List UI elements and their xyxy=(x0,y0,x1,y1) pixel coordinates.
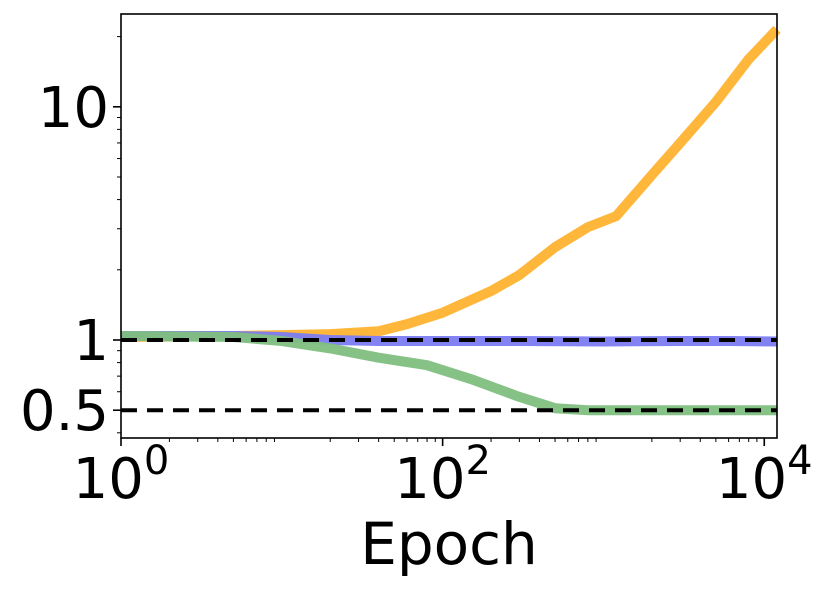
plot-frame xyxy=(120,13,778,439)
series-line-3 xyxy=(120,331,777,416)
series-line-1 xyxy=(120,25,781,342)
y-tick-label: 10 xyxy=(38,76,109,141)
y-axis: 0.51 10 xyxy=(20,36,121,444)
series-layer xyxy=(120,25,781,416)
x-axis: 100 102 104 xyxy=(73,438,813,512)
y-tick-label: 0.5 xyxy=(20,379,109,444)
x-tick-label: 102 xyxy=(394,438,491,512)
x-tick-label: 100 xyxy=(73,438,170,512)
x-axis-title: Epoch xyxy=(360,510,538,578)
x-tick-label: 104 xyxy=(716,438,813,512)
y-tick-label: 1 xyxy=(73,309,109,374)
reference-lines-front xyxy=(121,338,777,413)
